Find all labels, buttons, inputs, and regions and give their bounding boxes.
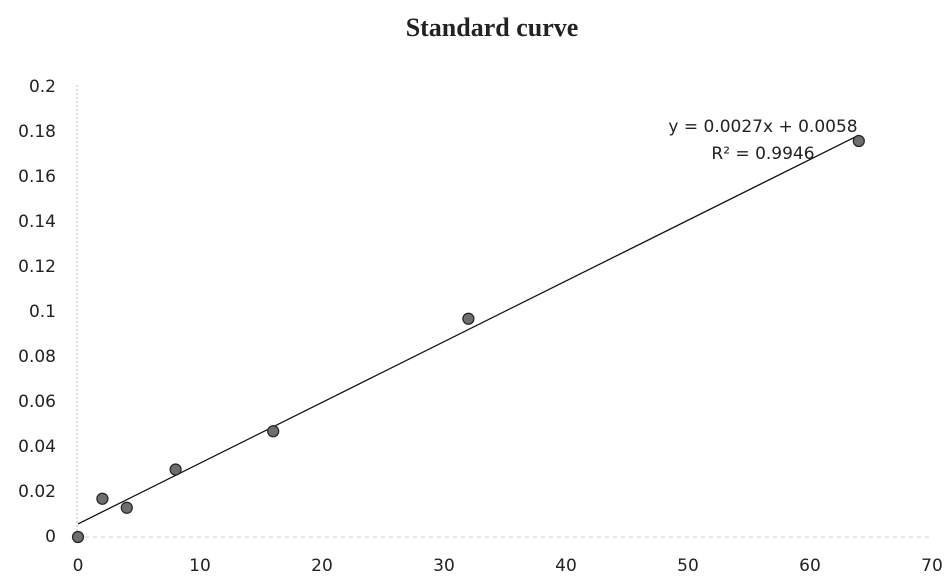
trendline-equation: y = 0.0027x + 0.0058 — [668, 117, 857, 137]
x-tick-label: 20 — [311, 556, 333, 576]
y-tick-label: 0 — [45, 527, 56, 547]
x-tick-label: 70 — [921, 556, 943, 576]
y-tick-label: 0.2 — [29, 77, 56, 97]
y-tick-label: 0.12 — [18, 257, 56, 277]
data-point — [170, 464, 181, 475]
y-tick-label: 0.18 — [18, 122, 56, 142]
x-tick-label: 60 — [799, 556, 821, 576]
x-tick-label: 30 — [433, 556, 455, 576]
chart: Standard curve y = 0.0027x + 0.0058 R² =… — [0, 0, 944, 579]
y-tick-label: 0.16 — [18, 167, 56, 187]
chart-title: Standard curve — [406, 13, 579, 42]
y-tick-label: 0.04 — [18, 437, 56, 457]
x-tick-label: 50 — [677, 556, 699, 576]
page: Standard curve y = 0.0027x + 0.0058 R² =… — [0, 0, 944, 579]
r-squared: R² = 0.9946 — [711, 144, 814, 164]
data-point — [268, 426, 279, 437]
data-point — [463, 313, 474, 324]
trendline — [78, 135, 859, 524]
x-tick-label: 40 — [555, 556, 577, 576]
y-tick-label: 0.06 — [18, 392, 56, 412]
data-point — [97, 493, 108, 504]
data-point — [73, 532, 84, 543]
y-tick-label: 0.02 — [18, 482, 56, 502]
x-tick-label: 10 — [189, 556, 211, 576]
y-tick-label: 0.1 — [29, 302, 56, 322]
y-tick-label: 0.08 — [18, 347, 56, 367]
y-tick-label: 0.14 — [18, 212, 56, 232]
data-point — [853, 136, 864, 147]
x-tick-label: 0 — [73, 556, 84, 576]
data-point — [121, 502, 132, 513]
